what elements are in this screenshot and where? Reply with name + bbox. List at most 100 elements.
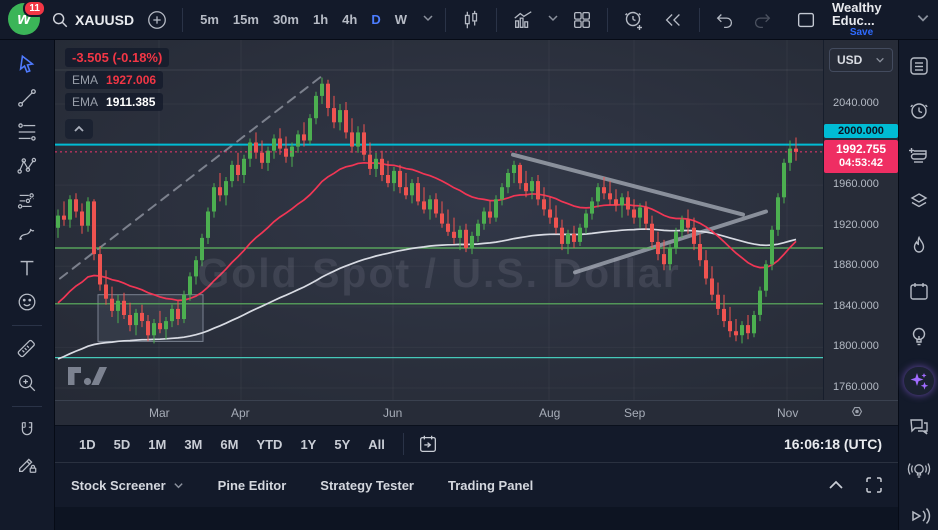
footer-tab-label: Stock Screener <box>71 477 166 493</box>
range-button-5D[interactable]: 5D <box>113 436 131 452</box>
toolbar-divider <box>182 7 184 32</box>
price-tick: 1960.000 <box>833 178 879 190</box>
alerts-clock-icon <box>909 103 928 119</box>
drawing-toolbar <box>0 40 55 530</box>
indicators-icon <box>514 10 532 28</box>
range-button-6M[interactable]: 6M <box>220 436 239 452</box>
emoji-icon <box>18 293 36 311</box>
range-button-5Y[interactable]: 5Y <box>334 436 351 452</box>
axis-settings-button[interactable] <box>848 404 866 425</box>
range-button-3M[interactable]: 3M <box>184 436 203 452</box>
timeframe-button-15m[interactable]: 15m <box>232 12 259 27</box>
compare-add-button[interactable] <box>143 6 171 34</box>
range-button-1Y[interactable]: 1Y <box>300 436 317 452</box>
price-tick: 1880.000 <box>833 259 879 271</box>
price-axis[interactable]: USD 2040.000 1960.000 1920.000 1880.000 1840… <box>823 40 898 400</box>
cursor-tool-button[interactable] <box>8 47 46 81</box>
live-ideas-icon <box>907 463 930 478</box>
streams-button[interactable] <box>904 502 934 530</box>
legend-collapse-button[interactable] <box>65 119 93 139</box>
top-toolbar: w 11 XAUUSD 5m 15m 30m 1h 4h D W <box>0 0 938 40</box>
indicators-button[interactable] <box>508 6 538 34</box>
timeframe-button-4h[interactable]: 4h <box>342 12 358 27</box>
timeframe-button-D[interactable]: D <box>371 12 381 27</box>
alert-price-label[interactable]: 2000.000 <box>824 124 898 138</box>
chat-button[interactable] <box>904 412 934 440</box>
brush-icon <box>19 228 35 241</box>
text-icon <box>20 260 34 276</box>
range-button-YTD[interactable]: YTD <box>256 436 283 452</box>
timeframe-button-5m[interactable]: 5m <box>200 12 219 27</box>
right-sidebar <box>898 40 938 530</box>
chart-legend: -3.505 (-0.18%) EMA 1927.006 EMA 1911.385 <box>65 48 170 139</box>
undo-button[interactable] <box>711 6 739 34</box>
time-axis[interactable]: Mar Apr Jun Aug Sep Nov <box>55 400 898 425</box>
emoji-tool-button[interactable] <box>8 285 46 319</box>
symbol-change-row[interactable]: -3.505 (-0.18%) <box>65 48 170 67</box>
layout-grid-button[interactable] <box>568 6 596 34</box>
create-alert-button[interactable] <box>619 5 649 35</box>
chart-style-button[interactable] <box>457 6 485 34</box>
live-ideas-button[interactable] <box>904 457 934 485</box>
go-to-date-button[interactable] <box>414 430 442 458</box>
timeframe-button-30m[interactable]: 30m <box>272 12 299 27</box>
toolbar-divider <box>496 7 497 32</box>
symbol-search-button[interactable]: XAUUSD <box>51 11 134 29</box>
timeframe-button-1h[interactable]: 1h <box>312 12 329 27</box>
range-button-1D[interactable]: 1D <box>79 436 96 452</box>
fib-retracement-tool-button[interactable] <box>8 115 46 149</box>
forecast-icon <box>17 193 34 209</box>
footer-tab-pine-editor[interactable]: Pine Editor <box>218 478 287 493</box>
object-tree-button[interactable] <box>904 187 934 215</box>
cursor-icon <box>19 54 35 73</box>
ema-legend-row[interactable]: EMA 1911.385 <box>65 93 164 111</box>
range-button-All[interactable]: All <box>368 436 385 452</box>
candlestick-chart[interactable] <box>55 40 823 400</box>
candles-icon <box>464 10 478 28</box>
save-layout-button[interactable] <box>791 6 821 34</box>
trend-line-tool-button[interactable] <box>8 81 46 115</box>
chart-pane[interactable]: Gold Spot / U.S. Dollar -3.505 (-0.18%) … <box>55 40 823 400</box>
brush-tool-button[interactable] <box>8 217 46 251</box>
indicators-chevron-icon[interactable] <box>547 12 559 27</box>
bar-replay-button[interactable] <box>658 6 688 34</box>
timeframe-chevron-icon[interactable] <box>422 12 434 27</box>
lock-drawings-button[interactable] <box>8 447 46 481</box>
footer-tab-label: Pine Editor <box>217 477 287 493</box>
redo-button[interactable] <box>748 6 776 34</box>
layout-menu-chevron-icon[interactable] <box>916 11 930 28</box>
ideas-button[interactable] <box>904 322 934 350</box>
currency-dropdown[interactable]: USD <box>829 48 893 72</box>
panel-expand-chevron-icon[interactable] <box>828 480 844 490</box>
tradingview-logo[interactable] <box>67 365 109 387</box>
user-menu-button[interactable]: w 11 <box>8 0 46 37</box>
ideas-bulb-icon <box>912 327 925 346</box>
calendar-button[interactable] <box>904 277 934 305</box>
month-label: Jun <box>383 406 403 420</box>
watchlist-button[interactable] <box>904 52 934 80</box>
zoom-in-tool-button[interactable] <box>8 366 46 400</box>
journal-plus-icon <box>908 148 927 163</box>
range-button-1M[interactable]: 1M <box>148 436 167 452</box>
ema-legend-row[interactable]: EMA 1927.006 <box>65 71 164 89</box>
ai-assistant-button[interactable] <box>903 367 934 395</box>
maximize-icon[interactable] <box>866 477 882 493</box>
session-clock[interactable]: 16:06:18 (UTC) <box>783 436 882 452</box>
forecast-tool-button[interactable] <box>8 183 46 217</box>
alerts-button[interactable] <box>904 97 934 125</box>
footer-tab-strategy-tester[interactable]: Strategy Tester <box>320 478 414 493</box>
text-tool-button[interactable] <box>8 251 46 285</box>
footer-tab-trading-panel[interactable]: Trading Panel <box>448 478 533 493</box>
go-to-date-icon <box>419 435 436 452</box>
footer-tab-stock-screener[interactable]: Stock Screener <box>71 478 184 493</box>
magnet-mode-button[interactable] <box>8 413 46 447</box>
pattern-tool-button[interactable] <box>8 149 46 183</box>
toolbar-divider <box>12 406 42 407</box>
layout-name-button[interactable]: Wealthy Educ... Save <box>832 0 891 39</box>
journal-button[interactable] <box>904 142 934 170</box>
save-label[interactable]: Save <box>849 26 874 38</box>
measure-tool-button[interactable] <box>8 332 46 366</box>
timeframe-button-W[interactable]: W <box>394 12 407 27</box>
hotlists-button[interactable] <box>904 232 934 260</box>
